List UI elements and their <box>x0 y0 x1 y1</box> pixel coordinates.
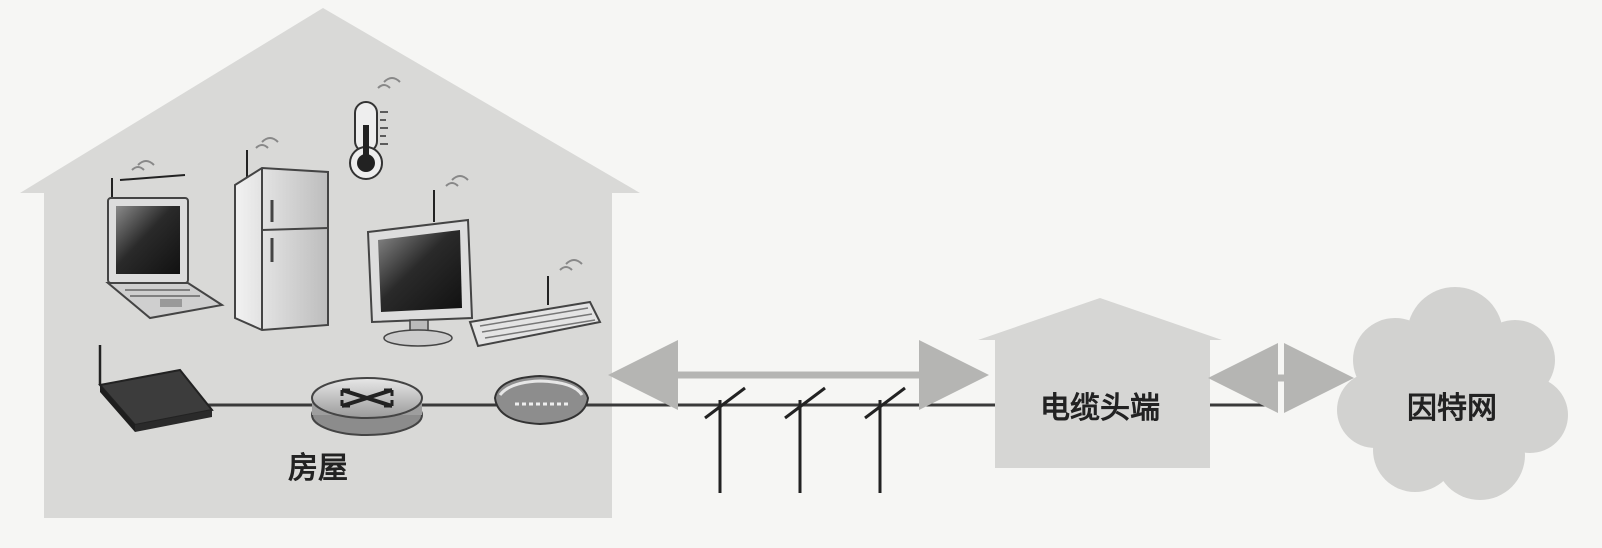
internet-label: 因特网 <box>1407 391 1497 426</box>
cable-modem-icon <box>493 374 590 426</box>
keyboard-icon <box>468 259 602 348</box>
cable-headend-building <box>978 298 1222 468</box>
wireless-access-point-icon <box>98 345 214 432</box>
house-label: 房屋 <box>288 451 348 486</box>
cable-headend-label: 电缆头端 <box>1040 391 1160 426</box>
utility-pole-icon <box>704 386 746 493</box>
router-icon <box>311 377 423 436</box>
thermometer-icon <box>349 77 401 180</box>
utility-pole-icon <box>784 386 826 493</box>
refrigerator-icon <box>234 137 329 332</box>
utility-pole-icon <box>864 386 906 493</box>
laptop-icon <box>105 160 225 320</box>
cloud-icon <box>1337 287 1568 500</box>
desktop-monitor-icon <box>366 175 474 347</box>
